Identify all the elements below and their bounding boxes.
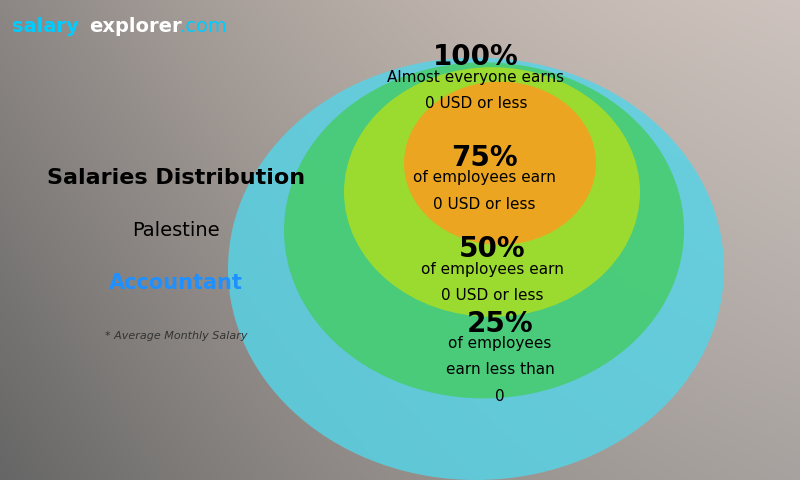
Ellipse shape (284, 62, 684, 398)
Text: 0 USD or less: 0 USD or less (441, 288, 543, 303)
Ellipse shape (344, 67, 640, 317)
Text: * Average Monthly Salary: * Average Monthly Salary (105, 331, 247, 341)
Ellipse shape (228, 58, 724, 480)
Text: 0: 0 (495, 389, 505, 404)
Ellipse shape (404, 82, 596, 245)
Text: 100%: 100% (433, 43, 519, 71)
Text: earn less than: earn less than (446, 362, 554, 377)
Text: 0 USD or less: 0 USD or less (433, 197, 535, 212)
Text: .com: .com (180, 17, 228, 36)
Text: explorer: explorer (90, 17, 182, 36)
Text: Accountant: Accountant (109, 273, 243, 293)
Text: of employees earn: of employees earn (421, 262, 563, 276)
Text: 25%: 25% (466, 310, 534, 337)
Text: 0 USD or less: 0 USD or less (425, 96, 527, 111)
Text: of employees: of employees (448, 336, 552, 351)
Text: Salaries Distribution: Salaries Distribution (47, 168, 305, 188)
Text: 50%: 50% (458, 235, 526, 263)
Text: Palestine: Palestine (132, 221, 220, 240)
Text: Almost everyone earns: Almost everyone earns (387, 70, 565, 84)
Text: of employees earn: of employees earn (413, 170, 555, 185)
Text: salary: salary (12, 17, 78, 36)
Text: 75%: 75% (450, 144, 518, 172)
